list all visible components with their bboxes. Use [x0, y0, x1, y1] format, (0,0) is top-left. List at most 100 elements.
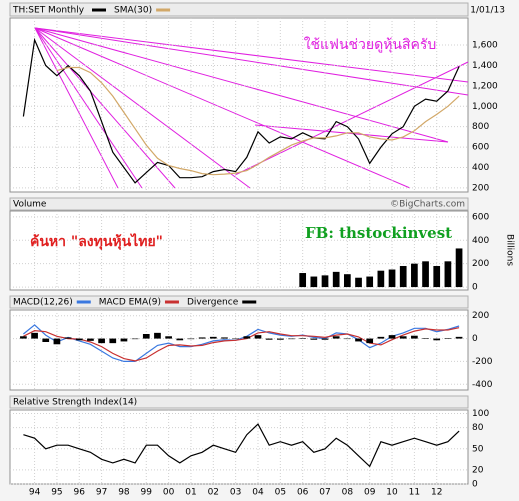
fan-line: [34, 27, 176, 189]
bar: [455, 248, 463, 288]
y-tick-label: 1,000: [472, 102, 498, 112]
bar: [310, 338, 318, 340]
annotation: ค้นหา "ลงทุนหุ้นไทย": [30, 232, 163, 250]
annotation: FB: thstockinvest: [305, 224, 452, 242]
bar: [299, 338, 307, 339]
x-tick-label: 06: [297, 488, 309, 498]
bar: [422, 261, 429, 288]
y-tick-label: 0: [472, 480, 478, 490]
bar: [198, 337, 206, 339]
legend-label: Divergence: [187, 298, 239, 308]
bar: [232, 338, 239, 340]
bar: [444, 261, 452, 288]
bar: [355, 277, 362, 288]
series-line: [22, 37, 460, 184]
bar: [321, 275, 329, 288]
bar: [444, 338, 452, 339]
bar: [109, 338, 117, 344]
fan-line: [34, 27, 469, 83]
trend-line: [234, 61, 469, 176]
source: ©BigCharts.com: [390, 200, 465, 210]
bar: [399, 266, 407, 288]
y-tick-label: 80: [472, 423, 484, 433]
x-tick-label: 10: [386, 488, 398, 498]
trend-line: [254, 124, 449, 143]
volume-panel: [9, 210, 469, 291]
bar: [276, 338, 284, 340]
bar: [265, 338, 273, 340]
y-tick-label: 20: [472, 465, 484, 475]
bar: [131, 338, 139, 340]
y-tick-label: 600: [472, 143, 489, 153]
bar: [411, 263, 418, 288]
x-tick-label: 01: [185, 488, 196, 498]
fan-line: [34, 27, 143, 189]
fan-line: [34, 27, 469, 96]
bar: [221, 337, 228, 339]
y-tick-label: 400: [472, 236, 489, 246]
legend-label: MACD EMA(9): [99, 298, 161, 308]
y-tick-label: 1,400: [472, 61, 498, 71]
fan-line: [34, 27, 119, 189]
bar: [366, 276, 374, 288]
bar: [422, 338, 429, 339]
bar: [120, 338, 128, 342]
bar: [31, 332, 38, 339]
y-tick-label: 50: [472, 444, 484, 454]
x-tick-label: 00: [163, 488, 175, 498]
y-tick-label: 400: [472, 163, 489, 173]
x-tick-label: 09: [364, 488, 376, 498]
bar: [355, 338, 362, 342]
bar: [98, 338, 105, 344]
x-tick-label: 95: [51, 488, 62, 498]
x-tick-label: 94: [29, 488, 41, 498]
y-tick-label: 200: [472, 183, 489, 193]
bar: [288, 338, 295, 340]
x-tick-label: 97: [96, 488, 107, 498]
y-tick-label: 200: [472, 311, 489, 321]
x-tick-label: 98: [118, 488, 130, 498]
fan-line: [34, 27, 449, 143]
bar: [344, 274, 351, 288]
bar: [433, 338, 441, 341]
price-header: [9, 2, 469, 17]
bar: [310, 276, 318, 288]
y-tick-label: 600: [472, 212, 489, 222]
x-tick-label: 04: [252, 488, 264, 498]
bar: [64, 337, 72, 339]
bar: [20, 336, 27, 339]
bar: [42, 338, 50, 342]
y-tick-label: 1,200: [472, 81, 498, 91]
legend-label: MACD(12,26): [13, 298, 73, 308]
volume-title: Volume: [13, 200, 47, 210]
bar: [254, 335, 262, 339]
bar: [411, 335, 418, 339]
bar: [243, 336, 251, 339]
series-line: [23, 423, 460, 468]
bar: [87, 338, 94, 341]
x-tick-label: 03: [230, 488, 241, 498]
y-tick-label: 0: [472, 283, 478, 293]
fan-line: [34, 27, 251, 189]
y-tick-label: 1,600: [472, 41, 498, 51]
y-tick-label: 0: [472, 334, 478, 344]
bar: [321, 338, 329, 340]
bar: [209, 336, 217, 339]
bar: [299, 273, 307, 288]
date: 1/01/13: [470, 6, 505, 16]
bar: [399, 336, 407, 339]
x-tick-label: 96: [74, 488, 86, 498]
bar: [165, 336, 172, 339]
bar: [142, 334, 150, 339]
fan-line: [34, 27, 411, 189]
legend-label: SMA(30): [114, 6, 152, 16]
y-tick-label: 800: [472, 122, 489, 132]
y-tick-label: 100: [472, 409, 489, 419]
y-tick-label: -200: [472, 357, 493, 367]
bar: [388, 335, 396, 339]
y-tick-label: -400: [472, 380, 493, 390]
bar: [388, 269, 396, 288]
bar: [53, 338, 61, 345]
annotation: ใช้แฟนช่วยดูหุ้นสิครับ: [304, 36, 437, 53]
series-line: [56, 66, 460, 176]
